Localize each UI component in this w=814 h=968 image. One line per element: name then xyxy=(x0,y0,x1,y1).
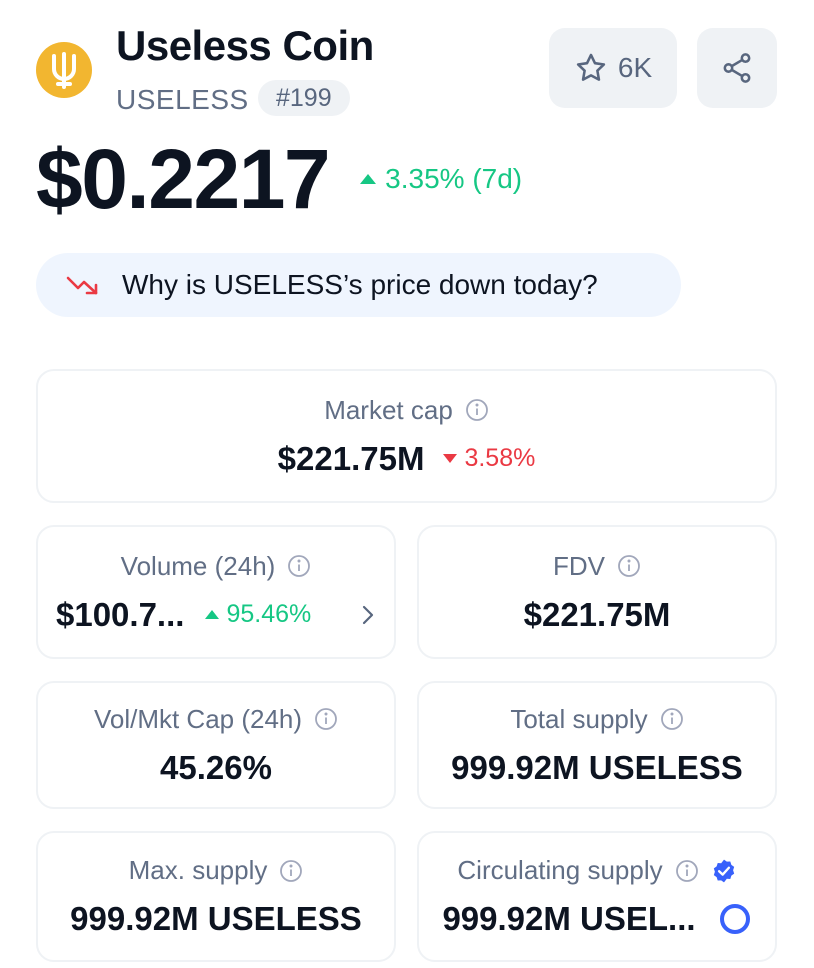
market-cap-label: Market cap xyxy=(324,394,453,425)
circulating-supply-label: Circulating supply xyxy=(457,855,663,885)
volume-label-row: Volume (24h) xyxy=(121,551,312,582)
coin-header: Useless Coin USELESS #199 6K xyxy=(36,22,778,122)
max-supply-label: Max. supply xyxy=(128,855,268,885)
share-button[interactable] xyxy=(697,28,777,108)
volume-label: Volume (24h) xyxy=(120,550,276,581)
circulating-supply-value: 999.92M USEL... xyxy=(442,900,696,937)
triangle-down-icon xyxy=(442,453,458,464)
star-icon xyxy=(574,51,608,85)
total-supply-label: Total supply xyxy=(510,703,648,734)
volume-value-row: $100.7... 95.46% xyxy=(56,596,376,634)
max-supply-label-row: Max. supply xyxy=(129,855,304,886)
info-icon[interactable] xyxy=(314,707,338,731)
vol-mkt-cap-card: Vol/Mkt Cap (24h) 45.26% xyxy=(36,681,396,809)
triangle-up-icon xyxy=(204,609,220,620)
info-icon[interactable] xyxy=(279,859,303,883)
fdv-card: FDV $221.75M xyxy=(417,525,777,659)
why-price-down-text: Why is USELESS’s price down today? xyxy=(122,269,598,300)
fdv-label-row: FDV xyxy=(553,551,641,582)
vol-mkt-cap-label-row: Vol/Mkt Cap (24h) xyxy=(94,704,338,735)
volume-card[interactable]: Volume (24h) $100.7... 95.46% xyxy=(36,525,396,659)
market-cap-change: 3.58% xyxy=(442,444,535,473)
coin-name: Useless Coin xyxy=(116,22,374,69)
circulating-supply-value-row: 999.92M USEL... xyxy=(442,900,751,938)
trend-down-icon xyxy=(66,273,100,297)
total-supply-label-row: Total supply xyxy=(510,704,683,735)
coin-symbol: USELESS xyxy=(116,84,249,115)
volume-value: $100.7... xyxy=(56,595,185,633)
volume-change: 95.46% xyxy=(204,600,311,629)
info-icon[interactable] xyxy=(675,859,699,883)
price-change-text: 3.35% (7d) xyxy=(385,163,523,194)
total-supply-card: Total supply 999.92M USELESS xyxy=(417,681,777,809)
vol-mkt-cap-value: 45.26% xyxy=(160,748,272,786)
vol-mkt-cap-label: Vol/Mkt Cap (24h) xyxy=(93,703,303,734)
market-cap-card: Market cap $221.75M 3.58% xyxy=(36,369,777,503)
market-cap-value: $221.75M xyxy=(277,439,425,477)
chevron-right-icon[interactable] xyxy=(360,604,376,626)
why-price-down-link[interactable]: Why is USELESS’s price down today? xyxy=(36,253,681,317)
max-supply-value: 999.92M USELESS xyxy=(70,900,362,937)
info-icon[interactable] xyxy=(617,554,641,578)
circulating-supply-label-row: Circulating supply xyxy=(457,855,736,886)
watchlist-button[interactable]: 6K xyxy=(549,28,677,108)
price-change: 3.35% (7d) xyxy=(359,163,522,195)
share-icon xyxy=(720,51,754,85)
progress-ring-icon[interactable] xyxy=(718,902,752,936)
circulating-supply-card: Circulating supply 999.92M USEL... xyxy=(417,831,777,962)
max-supply-card: Max. supply 999.92M USELESS xyxy=(36,831,396,962)
verified-badge-icon xyxy=(711,858,737,884)
price-row: $0.2217 3.35% (7d) xyxy=(36,134,522,224)
rank-badge: #199 xyxy=(258,80,350,116)
market-cap-change-text: 3.58% xyxy=(464,444,536,472)
total-supply-value: 999.92M USELESS xyxy=(451,748,743,786)
fdv-label: FDV xyxy=(553,550,605,581)
market-cap-label-row: Market cap xyxy=(324,395,489,426)
info-icon[interactable] xyxy=(660,707,684,731)
triangle-up-icon xyxy=(359,173,377,185)
price-value: $0.2217 xyxy=(36,132,331,226)
volume-change-text: 95.46% xyxy=(226,600,312,628)
fdv-value: $221.75M xyxy=(523,595,671,633)
logo-icon xyxy=(36,42,92,98)
market-cap-value-row: $221.75M 3.58% xyxy=(278,440,536,478)
watchlist-count: 6K xyxy=(617,52,653,83)
info-icon[interactable] xyxy=(287,554,311,578)
info-icon[interactable] xyxy=(465,398,489,422)
